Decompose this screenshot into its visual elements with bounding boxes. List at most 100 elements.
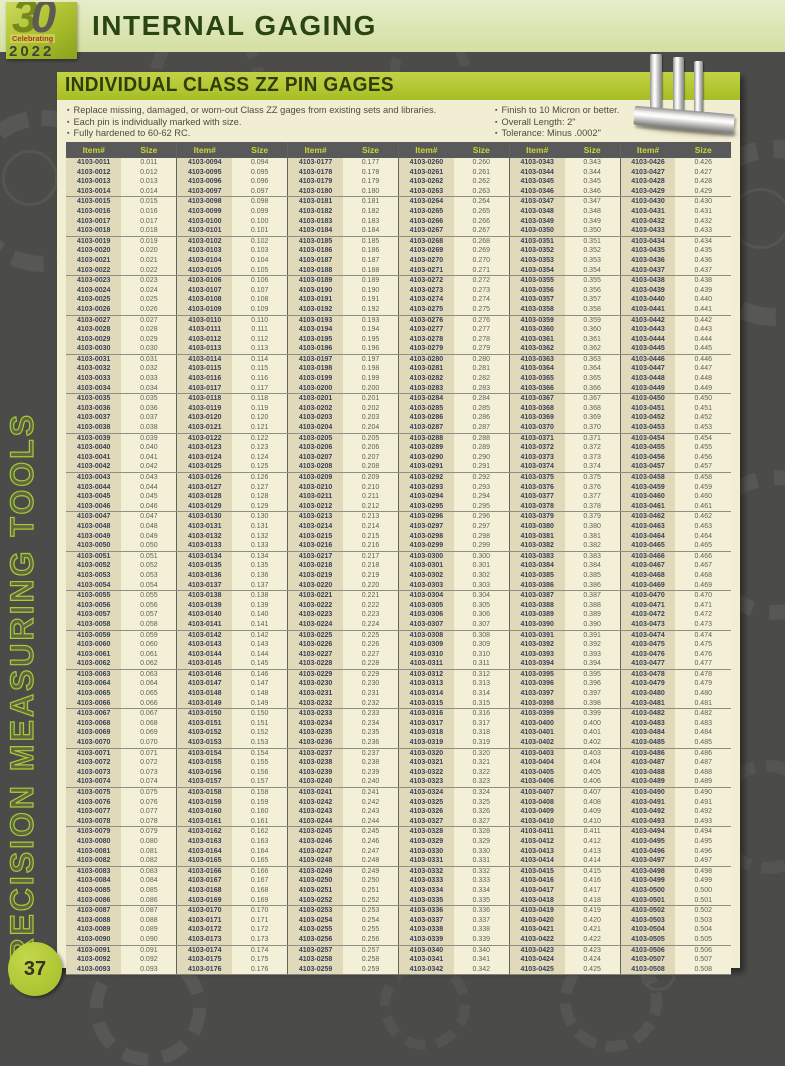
item-number-cell: 4103-0378 xyxy=(508,501,565,513)
item-number-cell: 4103-0083 xyxy=(66,866,122,877)
size-cell: 0.066 xyxy=(121,698,177,710)
item-number-cell: 4103-0262 xyxy=(397,177,454,187)
size-cell: 0.025 xyxy=(121,295,177,305)
size-cell: 0.097 xyxy=(232,186,288,198)
item-number-cell: 4103-0287 xyxy=(397,423,454,434)
pin-gage-table: Item# Size Item# Size Item# Size Item# Size Item… xyxy=(66,142,731,976)
size-cell: 0.209 xyxy=(343,472,399,483)
size-cell: 0.107 xyxy=(232,285,288,296)
table-row: 4103-0011 0.011 4103-0094 0.094 4103-0177 0.1… xyxy=(66,158,731,168)
item-number-cell: 4103-0436 xyxy=(619,255,676,266)
size-cell: 0.429 xyxy=(675,186,731,198)
item-number-cell: 4103-0391 xyxy=(508,630,565,641)
size-cell: 0.312 xyxy=(453,669,510,680)
item-number-cell: 4103-0386 xyxy=(508,580,565,592)
item-number-cell: 4103-0175 xyxy=(176,955,233,965)
item-number-cell: 4103-0140 xyxy=(176,610,233,620)
size-cell: 0.201 xyxy=(343,393,399,404)
size-cell: 0.301 xyxy=(453,561,510,571)
size-cell: 0.037 xyxy=(121,413,177,424)
size-cell: 0.362 xyxy=(564,344,621,355)
size-cell: 0.408 xyxy=(564,797,621,808)
item-number-cell: 4103-0057 xyxy=(66,610,122,620)
size-cell: 0.425 xyxy=(564,964,621,976)
size-cell: 0.069 xyxy=(121,728,177,739)
item-number-cell: 4103-0204 xyxy=(287,423,344,434)
item-number-cell: 4103-0092 xyxy=(66,955,122,965)
item-number-cell: 4103-0174 xyxy=(176,945,233,956)
size-cell: 0.077 xyxy=(121,807,177,817)
size-cell: 0.463 xyxy=(675,521,731,532)
item-number-cell: 4103-0414 xyxy=(508,856,565,867)
size-cell: 0.444 xyxy=(675,334,731,345)
features-list: Replace missing, damaged, or worn-out Cl… xyxy=(67,103,495,142)
size-cell: 0.294 xyxy=(453,492,510,502)
item-number-cell: 4103-0036 xyxy=(66,403,122,414)
item-number-cell: 4103-0019 xyxy=(66,236,122,247)
item-number-cell: 4103-0014 xyxy=(66,186,122,198)
item-number-cell: 4103-0508 xyxy=(619,964,676,976)
feature-bullet: Fully hardened to 60-62 RC. xyxy=(67,128,495,140)
item-number-cell: 4103-0417 xyxy=(508,885,565,896)
size-cell: 0.306 xyxy=(453,610,510,620)
size-cell: 0.183 xyxy=(343,216,399,227)
item-number-cell: 4103-0187 xyxy=(287,255,344,266)
item-number-cell: 4103-0060 xyxy=(66,640,122,650)
size-cell: 0.099 xyxy=(232,206,288,217)
item-number-cell: 4103-0409 xyxy=(508,807,565,817)
item-number-cell: 4103-0389 xyxy=(508,610,565,620)
size-cell: 0.049 xyxy=(121,531,177,542)
size-cell: 0.168 xyxy=(232,885,288,896)
item-number-cell: 4103-0400 xyxy=(508,718,565,729)
item-number-cell: 4103-0429 xyxy=(619,186,676,198)
item-number-cell: 4103-0030 xyxy=(66,344,122,355)
size-cell: 0.149 xyxy=(232,698,288,710)
item-number-cell: 4103-0180 xyxy=(287,186,344,198)
item-number-cell: 4103-0139 xyxy=(176,600,233,611)
item-number-cell: 4103-0388 xyxy=(508,600,565,611)
item-number-cell: 4103-0072 xyxy=(66,758,122,768)
item-number-cell: 4103-0354 xyxy=(508,265,565,277)
item-number-cell: 4103-0448 xyxy=(619,374,676,384)
table-row: 4103-0056 0.056 4103-0139 0.139 4103-0222 0.2… xyxy=(66,600,731,611)
table-row: 4103-0046 0.046 4103-0129 0.129 4103-0212 0.2… xyxy=(66,501,731,513)
size-cell: 0.111 xyxy=(232,325,288,335)
item-number-cell: 4103-0115 xyxy=(176,364,233,375)
item-number-cell: 4103-0316 xyxy=(397,708,454,719)
column-header-size: Size xyxy=(232,142,288,158)
size-cell: 0.173 xyxy=(232,934,288,946)
size-cell: 0.436 xyxy=(675,255,731,266)
item-number-cell: 4103-0223 xyxy=(287,610,344,620)
size-cell: 0.145 xyxy=(232,659,288,670)
size-cell: 0.207 xyxy=(343,452,399,463)
item-number-cell: 4103-0050 xyxy=(66,541,122,552)
size-cell: 0.042 xyxy=(121,462,177,474)
size-cell: 0.480 xyxy=(675,689,731,699)
item-number-cell: 4103-0078 xyxy=(66,816,122,828)
item-number-cell: 4103-0365 xyxy=(508,374,565,384)
item-number-cell: 4103-0425 xyxy=(508,964,565,976)
size-cell: 0.354 xyxy=(564,265,621,277)
item-number-cell: 4103-0489 xyxy=(619,777,676,789)
table-row: 4103-0030 0.030 4103-0113 0.113 4103-0196 0.1… xyxy=(66,344,731,355)
item-number-cell: 4103-0064 xyxy=(66,679,122,690)
size-cell: 0.141 xyxy=(232,619,288,631)
size-cell: 0.400 xyxy=(564,718,621,729)
item-number-cell: 4103-0032 xyxy=(66,364,122,375)
size-cell: 0.275 xyxy=(453,304,510,316)
table-row: 4103-0025 0.025 4103-0108 0.108 4103-0191 0.1… xyxy=(66,295,731,305)
item-number-cell: 4103-0268 xyxy=(397,236,454,247)
size-cell: 0.067 xyxy=(121,708,177,719)
size-cell: 0.341 xyxy=(453,955,510,965)
item-number-cell: 4103-0113 xyxy=(176,344,233,355)
size-cell: 0.160 xyxy=(232,807,288,817)
size-cell: 0.467 xyxy=(675,561,731,571)
size-cell: 0.466 xyxy=(675,551,731,562)
item-number-cell: 4103-0405 xyxy=(508,767,565,778)
size-cell: 0.055 xyxy=(121,590,177,601)
item-number-cell: 4103-0131 xyxy=(176,521,233,532)
size-cell: 0.307 xyxy=(453,619,510,631)
specs-list: Finish to 10 Micron or better.Overall Le… xyxy=(495,103,725,142)
item-number-cell: 4103-0410 xyxy=(508,816,565,828)
item-number-cell: 4103-0145 xyxy=(176,659,233,670)
